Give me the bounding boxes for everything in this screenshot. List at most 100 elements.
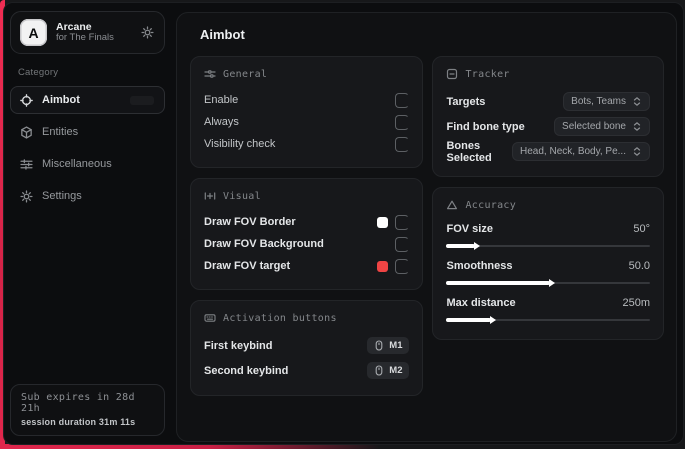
slider-value: 50° (633, 223, 650, 235)
sidebar-nav: Aimbot Entities (10, 86, 165, 210)
right-column: Tracker Targets Bots, Teams (432, 56, 664, 340)
mouse-icon (374, 340, 384, 351)
visibility-check-checkbox[interactable] (395, 136, 410, 152)
setting-label: Draw FOV Border (204, 216, 296, 228)
second-keybind-button[interactable]: M2 (367, 362, 410, 379)
card-title: Tracker (465, 68, 510, 80)
slider-label-row: Smoothness 50.0 (446, 257, 650, 275)
visual-card-header: Visual (204, 190, 409, 202)
accent-border-bottom (0, 444, 380, 449)
setting-row-second-keybind: Second keybind M2 (204, 358, 410, 383)
targets-select[interactable]: Bots, Teams (563, 92, 650, 111)
chevrons-up-down-icon (632, 96, 642, 107)
keybind-value: M1 (389, 340, 403, 351)
activation-card-header: Activation buttons (204, 312, 409, 324)
fov-border-color-swatch[interactable] (377, 216, 389, 228)
sidebar-item-label: Entities (42, 126, 79, 138)
sidebar-spacer (10, 210, 165, 384)
logo-card: A Arcane for The Finals (10, 11, 165, 54)
slider-value: 50.0 (628, 260, 650, 272)
setting-row-fov-target: Draw FOV target (204, 255, 410, 277)
setting-label: Second keybind (204, 364, 289, 377)
sub-expiry-text: Sub expires in 28d 21h (21, 392, 135, 414)
keybind-value: M2 (389, 365, 403, 376)
setting-label: Draw FOV Background (204, 238, 324, 250)
square-minus-icon (446, 68, 458, 80)
slider-label-row: Max distance 250m (446, 294, 650, 312)
accent-border-left (0, 0, 5, 449)
select-value: Selected bone (562, 121, 626, 132)
focus-icon (204, 190, 216, 202)
gear-icon (20, 189, 33, 203)
accuracy-card-header: Accuracy (446, 199, 650, 211)
app-subtitle: for The Finals (56, 32, 114, 44)
enable-checkbox[interactable] (395, 92, 410, 108)
first-keybind-button[interactable]: M1 (367, 337, 410, 354)
find-bone-type-select[interactable]: Selected bone (554, 117, 650, 136)
bones-selected-select[interactable]: Head, Neck, Body, Pe... (512, 142, 650, 161)
cube-icon (20, 125, 33, 139)
slider-fill (446, 279, 556, 287)
app-logo: A (20, 19, 47, 46)
setting-row-first-keybind: First keybind M1 (204, 333, 410, 358)
sidebar-item-miscellaneous[interactable]: Miscellaneous (10, 150, 165, 178)
setting-row-find-bone-type: Find bone type Selected bone (446, 114, 650, 139)
chevrons-up-down-icon (632, 146, 642, 157)
select-value: Head, Neck, Body, Pe... (520, 146, 626, 157)
fov-border-checkbox[interactable] (395, 214, 410, 230)
setting-row-visibility-check: Visibility check (204, 133, 410, 155)
activation-card: Activation buttons First keybind (190, 300, 424, 396)
max-distance-slider[interactable] (446, 316, 650, 324)
controls-group (377, 258, 410, 274)
setting-row-smoothness: Smoothness 50.0 (446, 257, 650, 287)
category-label: Category (18, 67, 59, 78)
setting-label: First keybind (204, 339, 273, 352)
sliders-horizontal-icon (204, 68, 216, 80)
setting-label: Always (204, 116, 239, 128)
fov-target-checkbox[interactable] (395, 258, 410, 274)
card-title: Accuracy (465, 199, 517, 211)
fov-background-checkbox[interactable] (395, 236, 410, 252)
sliders-icon (20, 158, 33, 171)
controls-group (377, 214, 410, 230)
tracker-card-header: Tracker (446, 68, 650, 80)
fov-size-slider[interactable] (446, 242, 650, 250)
general-card-header: General (204, 68, 409, 80)
setting-row-always: Always (204, 111, 410, 133)
logo-text: Arcane for The Finals (56, 21, 130, 44)
setting-label: Targets (446, 95, 486, 108)
crosshair-icon (20, 93, 33, 107)
controls-group (395, 236, 410, 252)
setting-label: Find bone type (446, 120, 525, 133)
always-checkbox[interactable] (395, 114, 410, 130)
app-window: A Arcane for The Finals Category (3, 2, 684, 445)
visual-card: Visual Draw FOV Border Draw FOV Backgrou… (190, 178, 424, 290)
sidebar-item-label: Settings (42, 190, 82, 202)
page-title: Aimbot (200, 27, 245, 42)
accuracy-card: Accuracy FOV size 50° (432, 187, 664, 340)
app-title: Arcane (56, 21, 92, 33)
sidebar-item-entities[interactable]: Entities (10, 118, 165, 146)
setting-row-fov-background: Draw FOV Background (204, 233, 410, 255)
session-duration-text: session duration 31m 11s (21, 417, 136, 427)
select-value: Bots, Teams (571, 96, 626, 107)
setting-label: Bones Selected (446, 139, 492, 164)
setting-label: Draw FOV target (204, 260, 291, 272)
sidebar-item-label: Miscellaneous (42, 158, 112, 170)
setting-label: Max distance (446, 297, 516, 309)
mouse-icon (374, 365, 384, 376)
general-card: General Enable Always Visibility check (190, 56, 424, 168)
setting-row-fov-border: Draw FOV Border (204, 211, 410, 233)
setting-label: Visibility check (204, 138, 276, 150)
smoothness-slider[interactable] (446, 279, 650, 287)
setting-row-max-distance: Max distance 250m (446, 294, 650, 324)
sidebar-item-aimbot[interactable]: Aimbot (10, 86, 165, 114)
setting-row-enable: Enable (204, 89, 410, 111)
gear-icon (140, 26, 154, 39)
fov-target-color-swatch[interactable] (377, 260, 389, 272)
triangle-icon (446, 199, 458, 211)
card-title: Activation buttons (223, 312, 337, 324)
card-columns: General Enable Always Visibility check (190, 56, 664, 396)
sidebar-item-settings[interactable]: Settings (10, 182, 165, 210)
logo-gear-button[interactable] (139, 25, 155, 41)
